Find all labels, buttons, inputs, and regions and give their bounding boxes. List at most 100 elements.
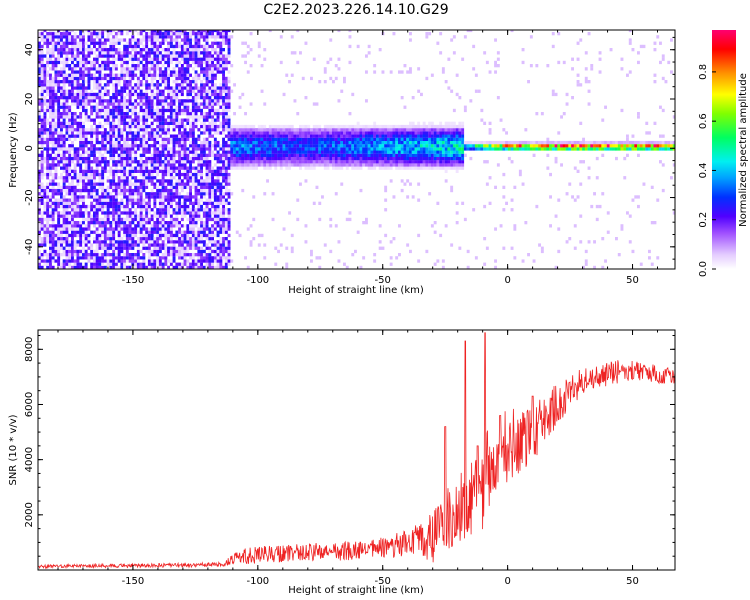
- spectrogram-cell: [125, 105, 129, 109]
- spectrogram-cell: [178, 243, 181, 247]
- spectrogram-cell: [93, 249, 96, 254]
- spectrogram-cell: [312, 147, 316, 151]
- spectrogram-cell: [71, 140, 74, 145]
- spectrogram-cell: [84, 67, 88, 71]
- spectrogram-cell: [106, 160, 110, 164]
- spectrogram-cell: [186, 83, 190, 87]
- spectrogram-cell: [178, 41, 181, 45]
- spectrogram-cell: [208, 54, 212, 58]
- spectrogram-cell: [194, 144, 198, 148]
- spectrogram-cell: [334, 137, 338, 141]
- spectrogram-cell: [175, 140, 179, 145]
- spectrogram-cell: [158, 237, 162, 241]
- spectrogram-cell: [153, 195, 157, 199]
- spectrogram-cell: [150, 102, 154, 106]
- spectrogram-cell: [125, 153, 129, 157]
- spectrogram-cell: [307, 153, 311, 157]
- spectrogram-cell: [71, 86, 74, 90]
- spectrogram-cell: [323, 153, 327, 157]
- spectrogram-cell: [277, 128, 280, 132]
- spectrogram-cell: [244, 166, 247, 170]
- spectrogram-cell: [205, 64, 209, 68]
- spectrogram-cell: [219, 48, 223, 52]
- spectrogram-cell: [189, 57, 192, 61]
- spectrogram-cell: [202, 38, 206, 42]
- spectrogram-cell: [54, 208, 58, 212]
- spectrogram-cell: [167, 86, 170, 90]
- spectrogram-cell: [43, 128, 47, 132]
- spectrogram-cell: [246, 137, 250, 141]
- spectrogram-cell: [348, 137, 352, 141]
- spectrogram-cell: [123, 150, 127, 154]
- spectrogram-cell: [40, 140, 44, 145]
- spectrogram-cell: [125, 217, 129, 222]
- spectrogram-cell: [76, 86, 80, 90]
- spectrogram-cell: [172, 67, 176, 71]
- spectrogram-cell: [208, 214, 212, 218]
- spectrogram-cell: [186, 121, 190, 125]
- spectrogram-cell: [90, 169, 94, 173]
- spectrogram-cell: [117, 256, 121, 260]
- spectrogram-cell: [60, 105, 63, 109]
- spectrogram-cell: [114, 92, 118, 97]
- spectrogram-cell: [71, 230, 74, 234]
- spectrogram-cell: [161, 188, 165, 193]
- spectrogram-cell: [120, 172, 124, 177]
- spectrogram-cell: [348, 153, 352, 157]
- spectrogram-cell: [150, 92, 154, 97]
- spectrogram-cell: [288, 150, 291, 154]
- spectrogram-cell: [216, 54, 220, 58]
- spectrogram-cell: [244, 54, 247, 58]
- spectrogram-cell: [216, 41, 220, 45]
- spectrogram-cell: [134, 108, 138, 113]
- spectrogram-cell: [51, 182, 55, 186]
- spectrogram-cell: [175, 208, 179, 212]
- spectrogram-cell: [114, 73, 118, 77]
- spectrogram-cell: [213, 188, 217, 193]
- spectrogram-cell: [145, 246, 149, 250]
- spectrogram-cell: [191, 240, 195, 244]
- spectrogram-cell: [227, 156, 231, 161]
- spectrogram-cell: [158, 44, 162, 49]
- spectrogram-cell: [95, 240, 99, 244]
- spectrogram-cell: [120, 92, 124, 97]
- spectrogram-cell: [307, 160, 311, 164]
- spectrogram-cell: [60, 124, 63, 129]
- spectrogram-cell: [43, 253, 47, 257]
- spectrogram-cell: [216, 92, 220, 97]
- spectrogram-cell: [156, 89, 160, 93]
- spectrogram-cell: [348, 112, 352, 116]
- spectrogram-cell: [57, 227, 61, 231]
- spectrogram-cell: [158, 134, 162, 138]
- spectrogram-cell: [205, 92, 209, 97]
- spectrogram-cell: [172, 99, 176, 103]
- spectrogram-cell: [208, 131, 212, 135]
- spectrogram-cell: [114, 57, 118, 61]
- spectrogram-cell: [172, 169, 176, 173]
- spectrogram-cell: [136, 201, 140, 205]
- spectrogram-cell: [120, 169, 124, 173]
- spectrogram-cell: [304, 41, 308, 45]
- spectrogram-cell: [205, 156, 209, 161]
- spectrogram-cell: [205, 233, 209, 238]
- spectrogram-cell: [189, 227, 192, 231]
- spectrogram-cell: [125, 224, 129, 228]
- spectrogram-cell: [114, 246, 118, 250]
- spectrogram-cell: [164, 166, 168, 170]
- spectrogram-cell: [103, 224, 107, 228]
- spectrogram-cell: [38, 249, 41, 254]
- spectrogram-cell: [208, 249, 212, 254]
- spectrogram-cell: [95, 201, 99, 205]
- spectrogram-cell: [76, 224, 80, 228]
- spectrogram-cell: [183, 163, 187, 167]
- spectrogram-cell: [114, 89, 118, 93]
- spectrogram-cell: [106, 115, 110, 119]
- spectrogram-cell: [101, 76, 105, 81]
- spectrogram-cell: [285, 131, 289, 135]
- spectrogram-cell: [178, 211, 181, 215]
- spectrogram-cell: [136, 256, 140, 260]
- spectrogram-cell: [62, 188, 66, 193]
- spectrogram-cell: [285, 153, 289, 157]
- spectrogram-cell: [136, 112, 140, 116]
- spectrogram-cell: [194, 243, 198, 247]
